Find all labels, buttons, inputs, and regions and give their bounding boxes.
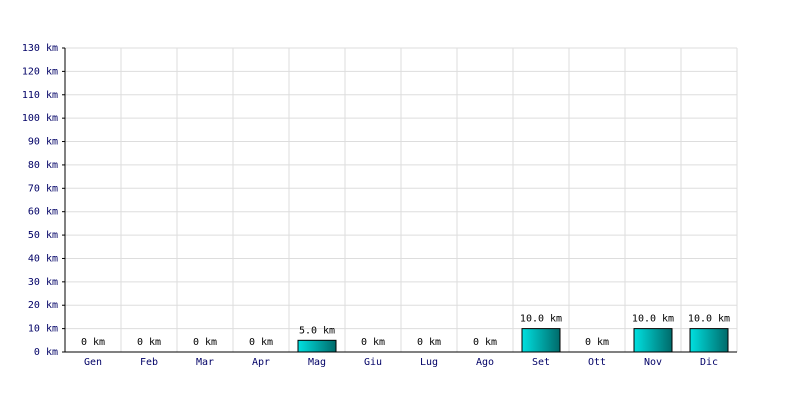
value-label: 5.0 km xyxy=(299,325,335,336)
x-tick-label: Feb xyxy=(140,357,158,368)
x-tick-label: Apr xyxy=(252,357,270,368)
y-tick-label: 20 km xyxy=(28,300,58,311)
x-tick-label: Nov xyxy=(644,357,662,368)
y-tick-label: 80 km xyxy=(28,160,58,171)
y-tick-label: 40 km xyxy=(28,253,58,264)
plot xyxy=(297,328,729,353)
value-label: 0 km xyxy=(249,337,273,348)
y-tick-label: 0 km xyxy=(34,347,58,358)
x-tick-label: Ott xyxy=(588,357,606,368)
y-tick-label: 120 km xyxy=(22,66,58,77)
value-label: 0 km xyxy=(361,337,385,348)
x-tick-label: Gen xyxy=(84,357,102,368)
bar xyxy=(633,328,673,353)
grid xyxy=(64,47,738,353)
value-label: 10.0 km xyxy=(520,314,562,325)
value-label: 10.0 km xyxy=(632,314,674,325)
bar xyxy=(521,328,561,353)
y-tick-label: 60 km xyxy=(28,207,58,218)
y-tick-label: 130 km xyxy=(22,43,58,54)
bar xyxy=(689,328,729,353)
x-tick-label: Lug xyxy=(420,357,438,368)
y-tick-label: 70 km xyxy=(28,183,58,194)
value-label: 0 km xyxy=(417,337,441,348)
value-label: 0 km xyxy=(137,337,161,348)
y-tick-label: 90 km xyxy=(28,137,58,148)
value-label: 0 km xyxy=(81,337,105,348)
value-label: 10.0 km xyxy=(688,314,730,325)
bar xyxy=(297,339,337,353)
x-tick-label: Dic xyxy=(700,357,718,368)
y-tick-label: 50 km xyxy=(28,230,58,241)
value-label: 0 km xyxy=(473,337,497,348)
y-tick-label: 100 km xyxy=(22,113,58,124)
y-tick-label: 30 km xyxy=(28,277,58,288)
x-tick-label: Giu xyxy=(364,357,382,368)
x-tick-label: Set xyxy=(532,357,550,368)
x-tick-label: Ago xyxy=(476,357,494,368)
y-tick-label: 10 km xyxy=(28,324,58,335)
x-tick-label: Mar xyxy=(196,357,214,368)
value-label: 0 km xyxy=(193,337,217,348)
value-label: 0 km xyxy=(585,337,609,348)
y-tick-label: 110 km xyxy=(22,90,58,101)
x-tick-label: Mag xyxy=(308,357,326,368)
